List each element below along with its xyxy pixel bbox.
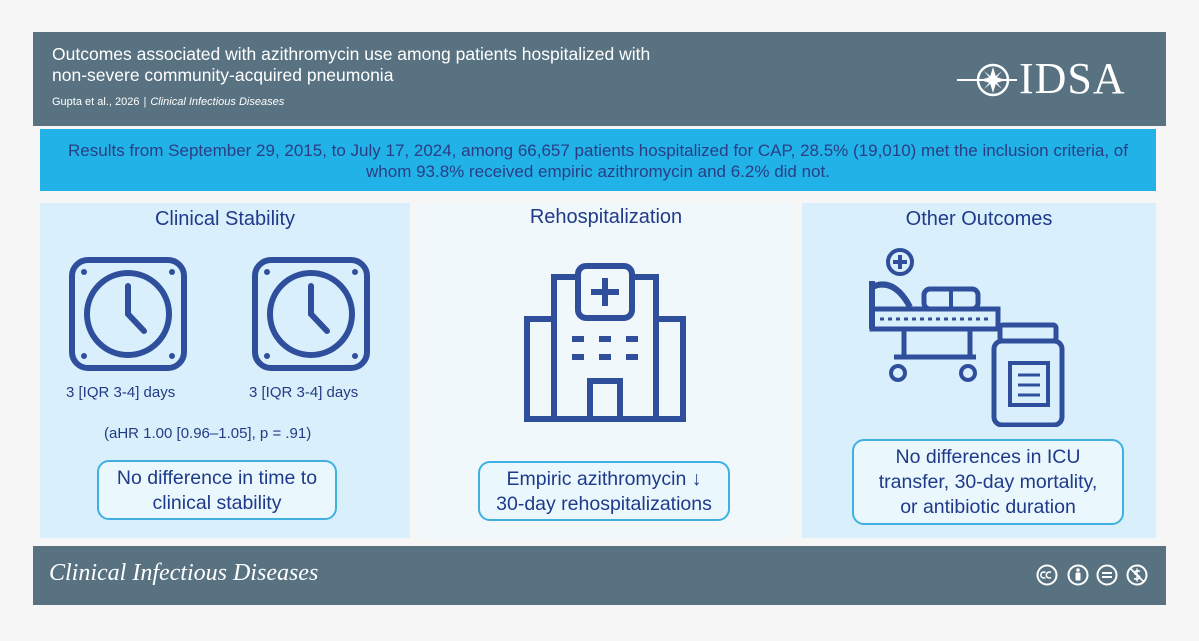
citation-journal: Clinical Infectious Diseases [150, 96, 285, 108]
idsa-logo: IDSA [957, 54, 1137, 106]
citation-authors: Gupta et al., 2026 [52, 96, 140, 108]
other-outcomes-panel: Other Outcomes No differences in ICU tra… [802, 203, 1156, 538]
hazard-ratio-stat: (aHR 1.00 [0.96–1.05], p = .91) [104, 425, 312, 442]
rehospitalization-summary: Empiric azithromycin ↓ 30-day rehospital… [478, 461, 730, 521]
other-outcomes-summary: No differences in ICU transfer, 30-day m… [852, 439, 1124, 525]
rehospitalization-title: Rehospitalization [529, 206, 683, 228]
header-bar: Outcomes associated with azithromycin us… [33, 32, 1166, 126]
citation: Gupta et al., 2026 | Clinical Infectious D… [52, 96, 284, 108]
rehospitalization-panel: Rehospitalization Empiric azithromycin ↓… [418, 203, 794, 538]
hospital-icon [524, 263, 686, 422]
by-icon [1067, 564, 1089, 586]
summary-line-2: 30-day rehospitalizations [496, 493, 712, 515]
clock-icon [252, 257, 370, 371]
right-days-label: 3 [IQR 3-4] days [249, 384, 359, 401]
summary-line-2: clinical stability [152, 492, 282, 514]
summary-line-2: transfer, 30-day mortality, [878, 471, 1098, 493]
idsa-logo-text: IDSA [1019, 54, 1126, 103]
summary-line-1: No differences in ICU [895, 446, 1081, 468]
banner-line-2: whom 93.8% received empiric azithromycin… [366, 162, 830, 181]
summary-line-3: or antibiotic duration [900, 496, 1076, 518]
nd-icon [1096, 564, 1118, 586]
idsa-star-icon [957, 63, 1017, 97]
clinical-stability-title: Clinical Stability [154, 208, 296, 230]
cc-icon [1036, 564, 1058, 586]
summary-line-1: Empiric azithromycin ↓ [506, 468, 702, 490]
clock-icon [69, 257, 187, 371]
results-banner: Results from September 29, 2015, to July… [40, 129, 1156, 191]
summary-line-1: No difference in time to [116, 467, 318, 489]
other-outcomes-title: Other Outcomes [905, 208, 1053, 230]
citation-separator: | [143, 96, 147, 108]
hospital-bed-icon [869, 248, 1065, 427]
page-title: Outcomes associated with azithromycin us… [52, 44, 650, 86]
title-line-1: Outcomes associated with azithromycin us… [52, 44, 651, 64]
title-line-2: non-severe community-acquired pneumonia [52, 65, 394, 85]
banner-line-1: Results from September 29, 2015, to July… [68, 141, 1128, 160]
journal-name: Clinical Infectious Diseases [49, 560, 319, 586]
left-days-label: 3 [IQR 3-4] days [66, 384, 176, 401]
nc-icon [1126, 564, 1148, 586]
clinical-stability-summary: No difference in time to clinical stabil… [97, 460, 337, 520]
clinical-stability-panel: Clinical Stability 3 [IQR 3-4] days 3 [I… [40, 203, 410, 538]
footer-bar: Clinical Infectious Diseases [33, 546, 1166, 605]
